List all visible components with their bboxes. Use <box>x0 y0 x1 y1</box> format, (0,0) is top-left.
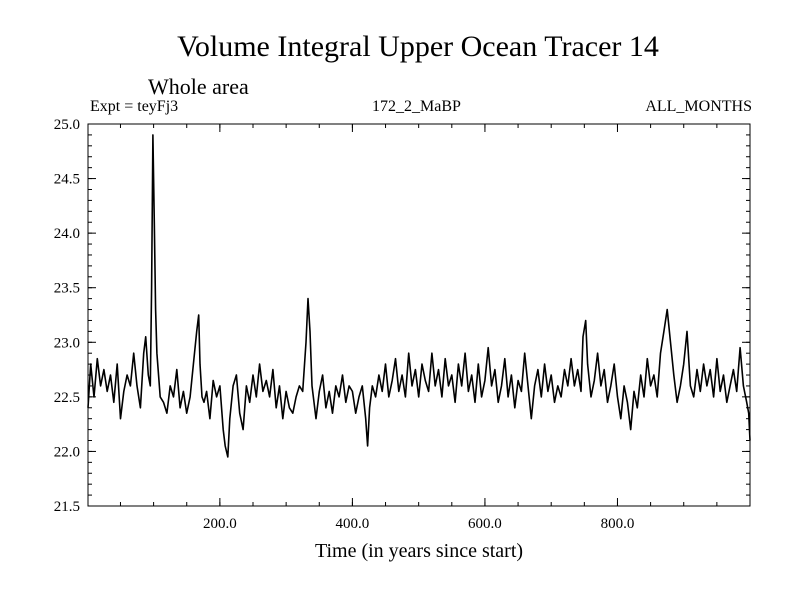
y-tick-label: 24.0 <box>54 226 80 242</box>
y-tick-label: 21.5 <box>54 499 80 515</box>
chart-subtitle: Whole area <box>148 74 249 99</box>
y-tick-label: 22.0 <box>54 444 80 460</box>
run-label: 172_2_MaBP <box>372 98 461 115</box>
x-tick-label: 200.0 <box>203 516 237 532</box>
series-group <box>87 134 751 458</box>
months-label: ALL_MONTHS <box>645 98 752 115</box>
y-tick-label: 22.5 <box>54 390 80 406</box>
axis-ticks: 21.5 22.0 22.5 23.0 23.5 24.0 24.5 25.0 200.0 400… <box>54 117 751 532</box>
x-axis-label: Time (in years since start) <box>314 540 524 562</box>
chart-title: Volume Integral Upper Ocean Tracer 14 <box>177 30 659 63</box>
x-tick-label: 800.0 <box>601 516 635 532</box>
plot-frame <box>87 123 751 507</box>
series-line <box>87 134 751 458</box>
y-tick-label: 24.5 <box>54 172 80 188</box>
experiment-label: Expt = teyFj3 <box>90 98 179 115</box>
y-tick-label: 25.0 <box>54 117 80 133</box>
x-tick-label: 400.0 <box>336 516 370 532</box>
y-tick-label: 23.0 <box>54 335 80 351</box>
y-tick-label: 23.5 <box>54 281 80 297</box>
x-tick-label: 600.0 <box>468 516 502 532</box>
